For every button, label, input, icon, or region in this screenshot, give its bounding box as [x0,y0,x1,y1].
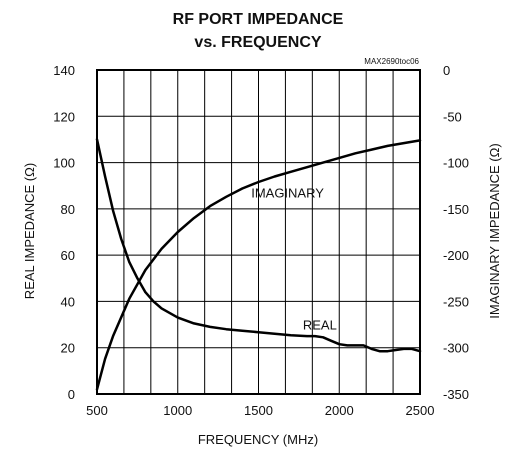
y-axis-left-label: REAL IMPEDANCE (Ω) [22,163,37,299]
y-axis-right-label: IMAGINARY IMPEDANCE (Ω) [487,143,502,318]
grid [97,70,420,394]
y-left-tick-label: 40 [61,294,75,309]
y-right-tick-label: -50 [443,109,462,124]
y-left-tick-label: 0 [68,387,75,402]
y-left-tick-label: 60 [61,248,75,263]
y-right-tick-label: -150 [443,202,469,217]
x-tick-label: 1500 [244,403,273,418]
y-right-tick-label: -250 [443,294,469,309]
x-tick-label: 500 [86,403,108,418]
y-left-tick-label: 120 [53,109,75,124]
y-right-tick-label: 0 [443,63,450,78]
x-tick-label: 2000 [325,403,354,418]
y-right-tick-label: -300 [443,341,469,356]
y-right-tick-label: -200 [443,248,469,263]
y-right-tick-label: -100 [443,156,469,171]
x-axis-label: FREQUENCY (MHz) [198,432,318,447]
y-left-tick-label: 100 [53,156,75,171]
y-right-tick-label: -350 [443,387,469,402]
x-tick-label: 1000 [163,403,192,418]
chart-title-line-2: vs. FREQUENCY [194,34,321,51]
chart-code-label: MAX2690toc06 [364,57,419,66]
y-left-tick-label: 20 [61,341,75,356]
x-tick-label: 2500 [406,403,435,418]
y-left-tick-label: 140 [53,63,75,78]
chart-title-line-1: RF PORT IMPEDANCE [173,11,344,28]
annotation-imaginary: IMAGINARY [251,186,324,201]
y-left-tick-label: 80 [61,202,75,217]
annotation-real: REAL [303,318,337,333]
